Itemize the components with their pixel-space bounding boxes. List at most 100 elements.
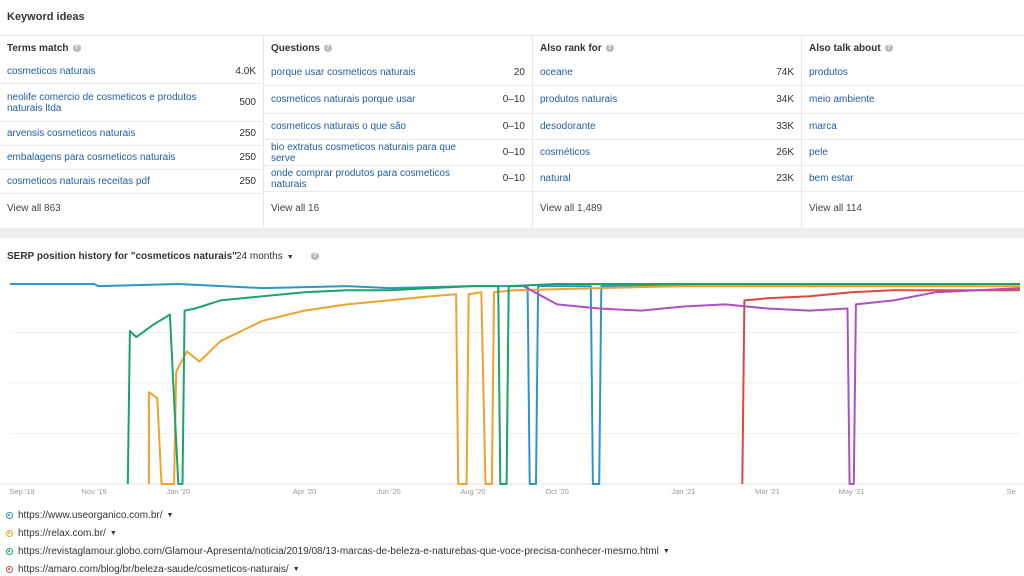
keyword-link[interactable]: desodorante	[540, 121, 596, 132]
keyword-volume: 33K	[776, 121, 794, 132]
list-item: onde comprar produtos para cosmeticos na…	[264, 166, 532, 192]
keyword-link[interactable]: natural	[540, 173, 571, 184]
keyword-link[interactable]: neolife comercio de cosmeticos e produto…	[7, 91, 197, 114]
keyword-volume: 0–10	[502, 173, 525, 184]
serp-title: SERP position history for "cosmeticos na…	[7, 251, 237, 262]
x-tick-label: Mar '21	[755, 487, 780, 496]
period-dropdown[interactable]: 24 months ▼	[236, 251, 294, 262]
x-tick-label: Aug '20	[460, 487, 485, 496]
list-item: meio ambiente	[802, 86, 1024, 114]
keyword-volume: 0–10	[502, 147, 525, 158]
list-item: produtos naturais 34K	[533, 86, 801, 114]
series-marker-icon	[6, 548, 13, 555]
keyword-link[interactable]: oceane	[540, 67, 573, 78]
x-tick-label: May '21	[839, 487, 865, 496]
keyword-link[interactable]: cosmeticos naturais receitas pdf	[7, 176, 150, 187]
list-item: cosméticos 26K	[533, 140, 801, 166]
list-item: embalagens para cosmeticos naturais 250	[0, 146, 263, 170]
list-item: bio extratus cosmeticos naturais para qu…	[264, 140, 532, 166]
keyword-column: Terms match? cosmeticos naturais 4.0K neoli…	[0, 36, 264, 228]
question-circle-icon[interactable]: ?	[605, 44, 614, 52]
legend-url: https://revistaglamour.globo.com/Glamour…	[18, 546, 659, 557]
question-circle-icon[interactable]: ?	[323, 44, 332, 52]
series-line	[741, 289, 1020, 485]
series-line	[126, 283, 1020, 485]
list-item: cosmeticos naturais 4.0K	[0, 60, 263, 84]
keyword-volume: 23K	[776, 173, 794, 184]
view-all-link[interactable]: View all 863	[7, 203, 61, 214]
question-circle-icon[interactable]: ?	[884, 44, 893, 52]
keyword-volume: 0–10	[502, 121, 525, 132]
caret-down-icon[interactable]: ▼	[292, 566, 300, 573]
list-item: pele	[802, 140, 1024, 166]
list-item: natural 23K	[533, 166, 801, 192]
x-tick-label: Jun '20	[377, 487, 401, 496]
legend-item[interactable]: https://www.useorganico.com.br/▼	[6, 510, 173, 521]
legend-item[interactable]: https://amaro.com/blog/br/beleza-saude/c…	[6, 564, 300, 575]
series-marker-icon	[6, 512, 13, 519]
keyword-link[interactable]: cosmeticos naturais	[7, 66, 96, 77]
keyword-link[interactable]: embalagens para cosmeticos naturais	[7, 152, 176, 163]
keyword-link[interactable]: onde comprar produtos para cosmeticos na…	[271, 167, 450, 190]
keyword-ideas-title: Keyword ideas	[7, 11, 85, 23]
keyword-link[interactable]: pele	[809, 147, 828, 158]
keyword-volume: 34K	[776, 94, 794, 105]
keyword-volume: 250	[239, 176, 256, 187]
section-divider	[0, 228, 1024, 238]
keyword-link[interactable]: marca	[809, 121, 837, 132]
keyword-link[interactable]: bio extratus cosmeticos naturais para qu…	[271, 141, 457, 164]
list-item: cosmeticos naturais receitas pdf 250	[0, 170, 263, 194]
list-item: desodorante 33K	[533, 114, 801, 140]
caret-down-icon[interactable]: ▼	[109, 530, 117, 537]
series-line	[147, 285, 1020, 485]
keyword-link[interactable]: cosmeticos naturais o que são	[271, 121, 407, 132]
legend-url: https://amaro.com/blog/br/beleza-saude/c…	[18, 564, 289, 575]
legend-item[interactable]: https://relax.com.br/▼	[6, 528, 117, 539]
keyword-column: Also rank for? oceane 74K produtos naturais…	[533, 36, 802, 228]
list-item: oceane 74K	[533, 60, 801, 86]
series-marker-icon	[6, 530, 13, 537]
series-marker-icon	[6, 566, 13, 573]
list-item: cosmeticos naturais porque usar 0–10	[264, 86, 532, 114]
serp-position-chart: Sep '19 Nov '19 Jan '20 Apr '20 Jun '20 Aug '…	[0, 283, 1024, 496]
keyword-link[interactable]: meio ambiente	[809, 94, 875, 105]
caret-down-icon[interactable]: ▼	[166, 512, 174, 519]
keyword-column: Questions? porque usar cosmeticos naturai…	[264, 36, 533, 228]
legend-item[interactable]: https://revistaglamour.globo.com/Glamour…	[6, 546, 670, 557]
x-tick-label: Se	[1007, 487, 1016, 496]
keyword-volume: 0–10	[502, 94, 525, 105]
caret-down-icon[interactable]: ▼	[662, 548, 670, 555]
keyword-column: Also talk about? produtos meio ambiente mar…	[802, 36, 1024, 228]
list-item: produtos	[802, 60, 1024, 86]
period-label: 24 months	[236, 251, 283, 262]
question-circle-icon[interactable]: ?	[311, 252, 319, 260]
series-line	[10, 283, 1020, 485]
list-item: marca	[802, 114, 1024, 140]
keyword-volume: 4.0K	[235, 66, 256, 77]
column-header-label: Questions	[271, 42, 320, 54]
keyword-ideas-columns: Terms match? cosmeticos naturais 4.0K neoli…	[0, 35, 1024, 228]
keyword-link[interactable]: cosmeticos naturais porque usar	[271, 94, 416, 105]
legend-url: https://www.useorganico.com.br/	[18, 510, 163, 521]
keyword-link[interactable]: produtos naturais	[540, 94, 618, 105]
keyword-volume: 74K	[776, 67, 794, 78]
keyword-link[interactable]: arvensis cosmeticos naturais	[7, 128, 136, 139]
question-circle-icon[interactable]: ?	[72, 44, 81, 52]
column-header-label: Also rank for	[540, 42, 602, 54]
keyword-link[interactable]: produtos	[809, 67, 848, 78]
view-all-link[interactable]: View all 1,489	[540, 203, 603, 214]
x-tick-label: Jan '20	[166, 487, 190, 496]
column-header: Also rank for?	[533, 36, 801, 60]
view-all-link[interactable]: View all 16	[271, 203, 320, 214]
column-header: Terms match?	[0, 36, 263, 60]
view-all-link[interactable]: View all 114	[809, 203, 862, 214]
series-line	[522, 285, 1021, 485]
keyword-link[interactable]: porque usar cosmeticos naturais	[271, 67, 416, 78]
keyword-volume: 20	[513, 67, 525, 78]
x-tick-label: Nov '19	[82, 487, 107, 496]
list-item: porque usar cosmeticos naturais 20	[264, 60, 532, 86]
column-header-label: Also talk about	[809, 42, 881, 54]
column-header: Questions?	[264, 36, 532, 60]
keyword-link[interactable]: bem estar	[809, 173, 854, 184]
keyword-link[interactable]: cosméticos	[540, 147, 591, 158]
